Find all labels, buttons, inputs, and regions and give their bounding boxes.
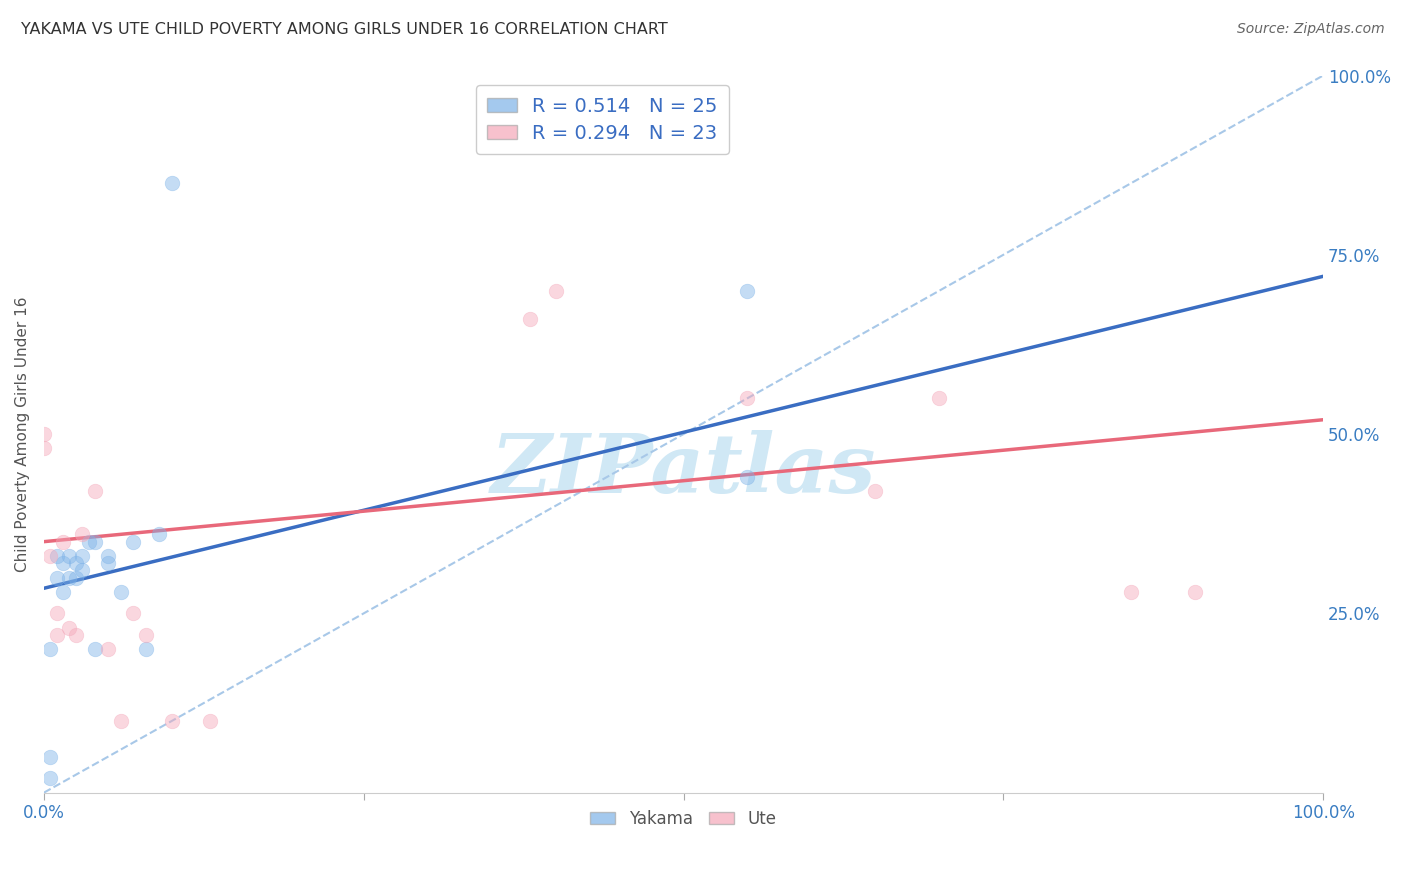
Point: [45, 570, 67, 584]
Point: [45, 549, 67, 563]
Point: [97, 556, 120, 570]
Point: [65, 570, 87, 584]
Legend: Yakama, Ute: Yakama, Ute: [583, 803, 783, 835]
Point: [135, 628, 157, 642]
Point: [65, 628, 87, 642]
Point: [544, 284, 567, 298]
Point: [737, 391, 759, 405]
Point: [72, 549, 94, 563]
Point: [198, 714, 221, 728]
Point: [58, 570, 80, 584]
Point: [110, 714, 132, 728]
Point: [39, 749, 62, 764]
Point: [1184, 585, 1206, 599]
Point: [110, 585, 132, 599]
Y-axis label: Child Poverty Among Girls Under 16: Child Poverty Among Girls Under 16: [15, 296, 30, 572]
Text: Source: ZipAtlas.com: Source: ZipAtlas.com: [1237, 22, 1385, 37]
Point: [865, 484, 887, 499]
Point: [737, 284, 759, 298]
Point: [39, 549, 62, 563]
Point: [737, 470, 759, 484]
Text: YAKAMA VS UTE CHILD POVERTY AMONG GIRLS UNDER 16 CORRELATION CHART: YAKAMA VS UTE CHILD POVERTY AMONG GIRLS …: [21, 22, 668, 37]
Point: [52, 534, 75, 549]
Point: [58, 621, 80, 635]
Point: [77, 534, 100, 549]
Point: [84, 642, 107, 657]
Point: [52, 585, 75, 599]
Point: [32, 427, 55, 442]
Point: [122, 534, 145, 549]
Text: ZIPatlas: ZIPatlas: [491, 430, 876, 510]
Point: [72, 563, 94, 577]
Point: [160, 176, 183, 190]
Point: [65, 556, 87, 570]
Point: [135, 642, 157, 657]
Point: [39, 772, 62, 786]
Point: [32, 442, 55, 456]
Point: [58, 549, 80, 563]
Point: [160, 714, 183, 728]
Point: [39, 642, 62, 657]
Point: [72, 527, 94, 541]
Point: [928, 391, 950, 405]
Point: [45, 628, 67, 642]
Point: [84, 534, 107, 549]
Point: [148, 527, 170, 541]
Point: [84, 484, 107, 499]
Point: [1121, 585, 1143, 599]
Point: [519, 312, 541, 326]
Point: [97, 642, 120, 657]
Point: [52, 556, 75, 570]
Point: [122, 607, 145, 621]
Point: [45, 607, 67, 621]
Point: [97, 549, 120, 563]
